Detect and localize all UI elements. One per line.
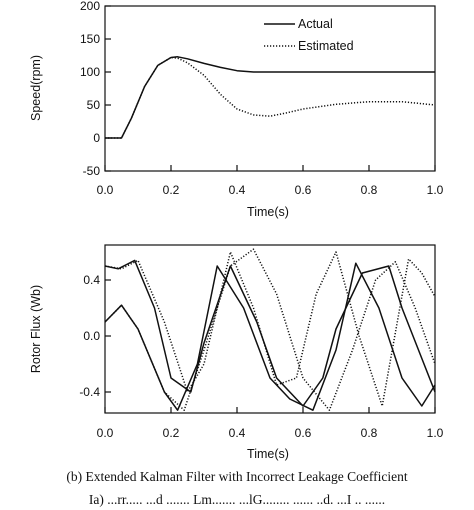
x-tick-label: 0.4 (229, 183, 246, 197)
x-tick-label: 0.0 (97, 183, 114, 197)
x-tick-label: 0.6 (295, 426, 312, 440)
x-tick-label: 0.2 (163, 183, 180, 197)
speed-series-group (105, 56, 436, 139)
x-tick-label: 0.0 (97, 426, 114, 440)
series-0-line (104, 259, 436, 407)
x-tick-label: 0.8 (361, 426, 378, 440)
y-tick-label: 200 (80, 0, 100, 13)
legend-label-actual: Actual (298, 17, 333, 31)
x-tick-label: 0.6 (295, 183, 312, 197)
speed-axis-ticks: 0.0 0.2 0.4 0.6 0.8 1.0 -50 0 50 100 150 200 (80, 0, 444, 197)
rotor-flux-chart: 0.0 0.2 0.4 0.6 0.8 1.0 -0.4 0.0 0.4 Rotor Flux … (29, 244, 444, 461)
speed-plot-frame (104, 5, 436, 172)
flux-axis-ticks: 0.0 0.2 0.4 0.6 0.8 1.0 -0.4 0.0 0.4 (79, 273, 443, 440)
y-tick-label: 0.4 (83, 273, 100, 287)
figure-caption: (b) Extended Kalman Filter with Incorrec… (66, 469, 407, 484)
y-tick-label: -50 (83, 164, 101, 178)
legend-label-estimated: Estimated (298, 39, 354, 53)
estimated-line (105, 56, 436, 139)
x-tick-label: 1.0 (427, 426, 444, 440)
y-tick-label: -0.4 (79, 385, 100, 399)
flux-series-group (104, 248, 436, 411)
y-tick-label: 50 (87, 98, 101, 112)
y-tick-label: 0 (93, 131, 100, 145)
speed-ylabel: Speed(rpm) (29, 55, 43, 121)
x-tick-label: 0.2 (163, 426, 180, 440)
series-2-line (104, 251, 436, 407)
figure-caption-cropped: Ia) ...rr..... ...d ....... Lm....... ..… (89, 492, 385, 507)
series-1-line (104, 262, 436, 411)
x-tick-label: 1.0 (427, 183, 444, 197)
x-tick-label: 0.4 (229, 426, 246, 440)
speed-legend: Actual Estimated (264, 17, 354, 53)
actual-line (105, 56, 435, 139)
flux-ylabel: Rotor Flux (Wb) (29, 285, 43, 373)
flux-plot-frame (104, 244, 436, 414)
y-tick-label: 100 (80, 65, 100, 79)
speed-xlabel: Time(s) (247, 205, 289, 219)
x-tick-label: 0.8 (361, 183, 378, 197)
flux-xlabel: Time(s) (247, 447, 289, 461)
y-tick-label: 0.0 (83, 329, 100, 343)
speed-chart: 0.0 0.2 0.4 0.6 0.8 1.0 -50 0 50 100 150 200 Speed(… (29, 0, 444, 219)
y-tick-label: 150 (80, 32, 100, 46)
